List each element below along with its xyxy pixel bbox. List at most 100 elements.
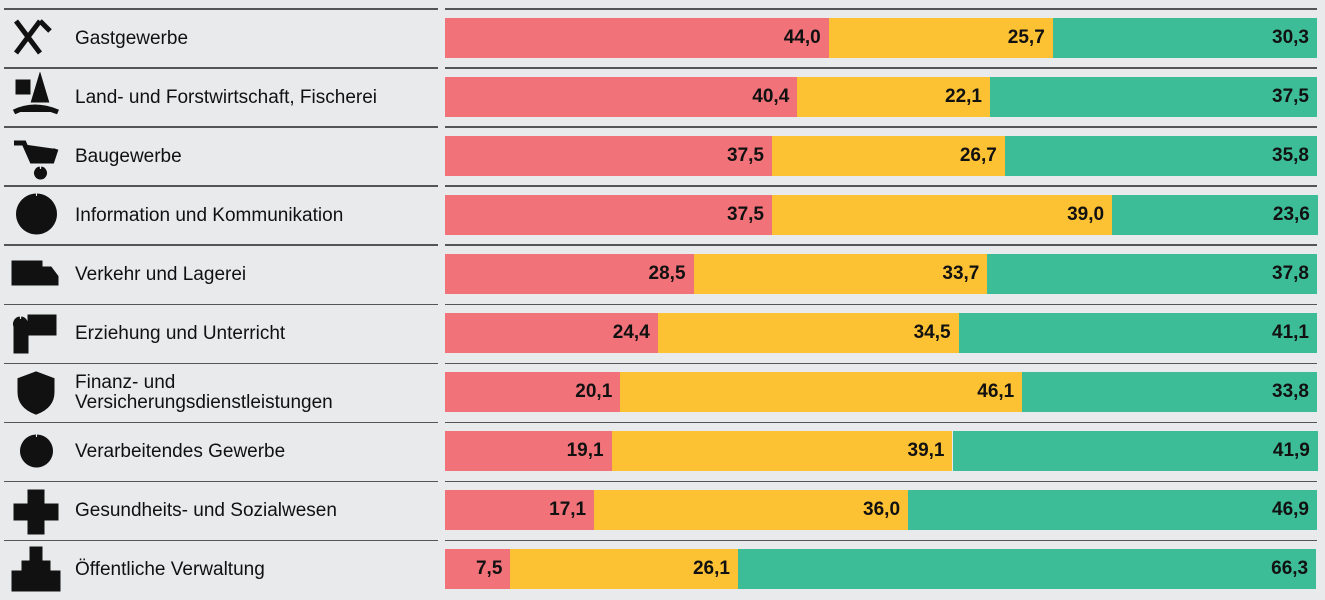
bar-segment: 40,4 xyxy=(445,76,798,117)
bar-segment: 26,7 xyxy=(772,135,1005,176)
category-icon xyxy=(12,72,59,115)
row-separator xyxy=(445,362,1317,365)
bar-segment: 33,8 xyxy=(1022,372,1317,413)
category-icon xyxy=(17,370,55,415)
value-label: 46,9 xyxy=(1272,499,1309,521)
bar-segment: 23,6 xyxy=(1112,194,1318,235)
bar-segment: 25,7 xyxy=(828,17,1053,58)
value-label: 46,1 xyxy=(977,381,1015,403)
bar-segment: 36,0 xyxy=(594,490,909,531)
value-label: 33,8 xyxy=(1272,381,1309,403)
category-label: Verarbeitendes Gewerbe xyxy=(75,441,286,463)
value-label: 37,5 xyxy=(727,203,764,225)
bar-segment: 17,1 xyxy=(445,490,595,531)
bar-segment: 26,1 xyxy=(510,549,738,590)
row-separator xyxy=(445,185,1317,187)
value-label: 23,6 xyxy=(1272,203,1310,225)
category-icon xyxy=(14,19,52,55)
row-separator xyxy=(4,8,438,10)
row-separator xyxy=(445,421,1317,424)
category-icon xyxy=(13,489,59,535)
bar-segment: 41,9 xyxy=(952,431,1318,472)
category-label: Information und Kommunikation xyxy=(75,204,344,226)
category-label: Gesundheits- und Sozialwesen xyxy=(75,500,337,522)
row-separator xyxy=(445,8,1317,10)
bar-segment: 39,1 xyxy=(611,431,953,472)
category-label: Baugewerbe xyxy=(75,145,182,167)
icon-shape xyxy=(13,314,57,353)
bar-segment: 44,0 xyxy=(445,17,829,58)
category-label: Verkehr und Lagerei xyxy=(75,263,247,285)
category-label: Land- und Forstwirtschaft, Fischerei xyxy=(75,86,378,108)
row-separator xyxy=(4,185,438,187)
bar-segment: 22,1 xyxy=(797,76,990,117)
icon-shape xyxy=(17,370,55,415)
value-label: 41,9 xyxy=(1272,440,1310,462)
value-label: 66,3 xyxy=(1271,558,1309,580)
value-label: 44,0 xyxy=(783,26,821,48)
value-label: 26,7 xyxy=(959,144,997,166)
category-icon xyxy=(11,546,61,592)
bar-segment: 35,8 xyxy=(1004,135,1317,176)
value-label: 26,1 xyxy=(692,558,730,580)
value-label: 35,8 xyxy=(1272,144,1309,166)
row-separator xyxy=(445,303,1317,305)
icon-shape xyxy=(11,260,59,286)
icon-shape xyxy=(16,193,57,235)
bar-segment: 37,5 xyxy=(990,76,1317,117)
value-label: 17,1 xyxy=(549,499,587,521)
category-icon xyxy=(11,260,59,286)
bar-segment: 46,1 xyxy=(620,372,1023,413)
category-icon xyxy=(13,314,57,353)
category-label: Finanz- und Versicherungsdienstleistunge… xyxy=(75,372,333,414)
value-label: 40,4 xyxy=(752,85,790,107)
category-label: Gastgewerbe xyxy=(75,27,189,49)
value-label: 39,1 xyxy=(907,440,945,462)
bar-segment: 37,5 xyxy=(445,194,772,235)
category-label: Erziehung und Unterricht xyxy=(75,323,286,344)
bar-segment: 41,1 xyxy=(958,313,1317,353)
row-separator xyxy=(445,67,1317,69)
value-label: 22,1 xyxy=(945,85,982,107)
value-label: 25,7 xyxy=(1007,26,1045,48)
value-label: 37,8 xyxy=(1272,262,1309,284)
value-label: 41,1 xyxy=(1272,322,1309,343)
value-label: 37,5 xyxy=(1272,85,1309,107)
row-separator xyxy=(4,362,438,365)
icon-shape xyxy=(13,489,59,535)
bar-segment: 24,4 xyxy=(445,313,658,353)
value-label: 33,7 xyxy=(942,262,980,284)
row-separator xyxy=(445,244,1317,246)
bar-segment: 19,1 xyxy=(445,431,612,472)
value-label: 20,1 xyxy=(575,381,613,403)
row-separator xyxy=(4,480,438,483)
row-separator xyxy=(445,539,1317,542)
bar-segment: 34,5 xyxy=(657,313,959,353)
row-separator xyxy=(4,244,438,246)
icon-shape xyxy=(20,434,53,468)
bar-segment: 33,7 xyxy=(693,253,988,294)
value-label: 19,1 xyxy=(566,440,604,462)
category-icon xyxy=(16,193,57,235)
row-separator xyxy=(4,539,438,542)
value-label: 24,4 xyxy=(612,322,650,343)
row-separator xyxy=(445,126,1317,128)
row-separator xyxy=(4,421,438,424)
value-label: 7,5 xyxy=(475,558,503,580)
icon-shape xyxy=(11,546,61,592)
value-label: 30,3 xyxy=(1272,26,1309,48)
icon-shape xyxy=(14,19,52,55)
category-label: Öffentliche Verwaltung xyxy=(75,559,265,581)
row-separator xyxy=(4,303,438,305)
value-label: 34,5 xyxy=(913,322,951,343)
row-separator xyxy=(4,67,438,69)
value-label: 37,5 xyxy=(727,144,764,166)
bar-segment: 7,5 xyxy=(445,549,511,590)
bar-segment: 37,8 xyxy=(987,253,1317,294)
icon-shape xyxy=(14,140,59,180)
value-label: 28,5 xyxy=(648,262,686,284)
bar-segment: 46,9 xyxy=(908,490,1317,531)
bar-segment: 37,5 xyxy=(445,135,772,176)
row-separator xyxy=(4,126,438,128)
